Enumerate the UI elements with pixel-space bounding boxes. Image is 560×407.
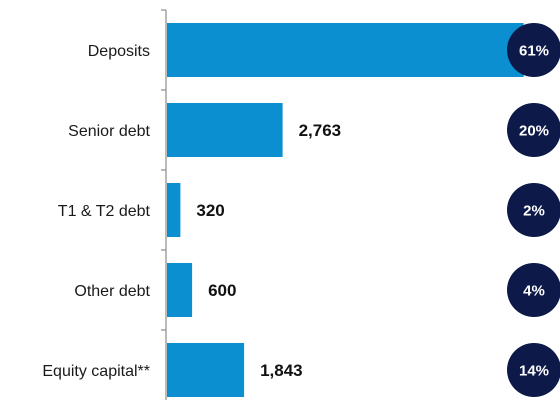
bar-4 (167, 343, 245, 397)
share-badge (507, 343, 560, 397)
bar-2 (167, 183, 181, 237)
value-label: 1,843 (260, 361, 303, 380)
value-label: 2,763 (299, 121, 342, 140)
share-badge (507, 103, 560, 157)
share-badge (507, 263, 560, 317)
category-label: Deposits (88, 43, 150, 60)
share-badge (507, 23, 560, 77)
share-label: 14% (519, 363, 549, 380)
share-label: 4% (523, 283, 545, 300)
category-label: Senior debt (68, 123, 150, 140)
bar-3 (167, 263, 193, 317)
bar-0 (167, 23, 524, 77)
category-label: T1 & T2 debt (58, 203, 151, 220)
value-label: 600 (208, 281, 236, 300)
value-label: 320 (196, 201, 224, 220)
share-label: 20% (519, 123, 549, 140)
bar-1 (167, 103, 283, 157)
category-label: Equity capital** (42, 363, 150, 380)
share-label: 61% (519, 43, 549, 60)
share-label: 2% (523, 203, 545, 220)
category-label: Other debt (74, 283, 150, 300)
share-badge (507, 183, 560, 237)
